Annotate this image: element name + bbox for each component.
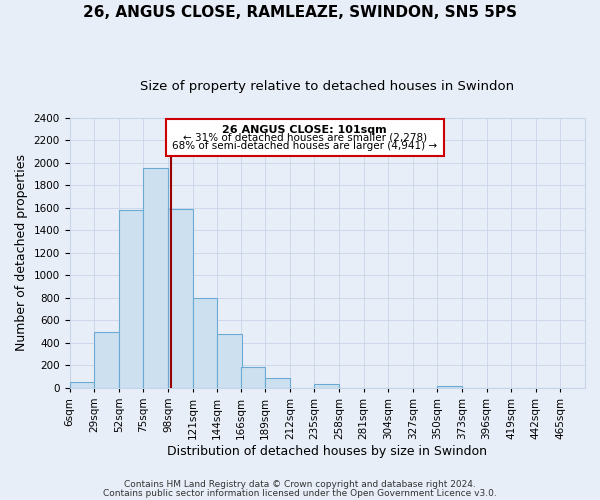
- Bar: [168, 209, 193, 388]
- Bar: [70, 382, 94, 388]
- Bar: [143, 168, 168, 388]
- Text: ← 31% of detached houses are smaller (2,278): ← 31% of detached houses are smaller (2,…: [183, 133, 427, 143]
- X-axis label: Distribution of detached houses by size in Swindon: Distribution of detached houses by size …: [167, 444, 487, 458]
- Bar: [94, 332, 119, 388]
- Text: 68% of semi-detached houses are larger (4,941) →: 68% of semi-detached houses are larger (…: [172, 142, 437, 152]
- Bar: [193, 298, 217, 388]
- Bar: [437, 386, 462, 388]
- Text: 26 ANGUS CLOSE: 101sqm: 26 ANGUS CLOSE: 101sqm: [223, 124, 387, 134]
- Bar: [119, 210, 143, 388]
- Text: 26, ANGUS CLOSE, RAMLEAZE, SWINDON, SN5 5PS: 26, ANGUS CLOSE, RAMLEAZE, SWINDON, SN5 …: [83, 5, 517, 20]
- Y-axis label: Number of detached properties: Number of detached properties: [15, 154, 28, 352]
- Bar: [265, 378, 290, 388]
- Text: Contains HM Land Registry data © Crown copyright and database right 2024.: Contains HM Land Registry data © Crown c…: [124, 480, 476, 489]
- Bar: [314, 384, 339, 388]
- Title: Size of property relative to detached houses in Swindon: Size of property relative to detached ho…: [140, 80, 514, 93]
- Bar: [241, 367, 265, 388]
- Bar: [166, 120, 444, 156]
- Text: Contains public sector information licensed under the Open Government Licence v3: Contains public sector information licen…: [103, 490, 497, 498]
- Bar: [217, 334, 242, 388]
